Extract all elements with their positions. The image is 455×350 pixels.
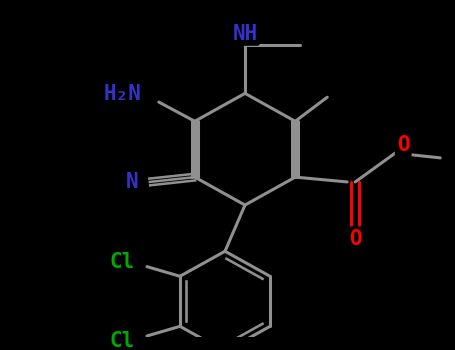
Text: H₂N: H₂N bbox=[104, 84, 142, 104]
Text: Cl: Cl bbox=[110, 252, 135, 272]
Text: O: O bbox=[397, 135, 410, 155]
Text: N: N bbox=[126, 172, 138, 192]
Text: O: O bbox=[349, 229, 362, 249]
Text: Cl: Cl bbox=[110, 331, 135, 350]
Text: NH: NH bbox=[233, 24, 258, 44]
